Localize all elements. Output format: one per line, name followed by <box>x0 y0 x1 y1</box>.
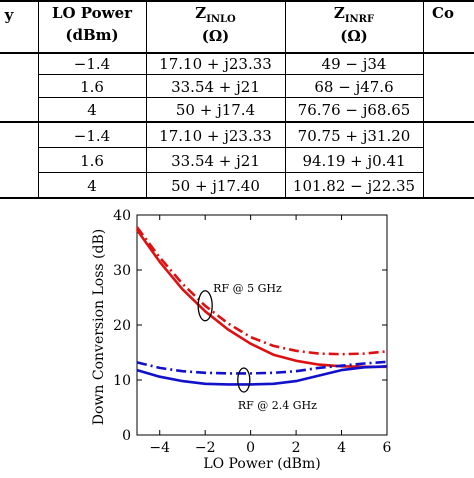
y-tick-label: 10 <box>113 373 131 389</box>
cell-z-inrf: 68 − j47.6 <box>314 78 394 96</box>
series-line-3 <box>136 365 388 386</box>
cell-z-inlo: 17.10 + j23.33 <box>159 55 272 73</box>
column-rule <box>146 0 147 199</box>
y-axis-label: Down Conversion Loss (dB) <box>91 229 107 425</box>
header-col0: y <box>4 6 14 24</box>
cell-lo-power: 4 <box>87 101 97 119</box>
group-rule <box>0 121 474 123</box>
annotation-label-5ghz: RF @ 5 GHz <box>213 282 282 295</box>
header-lo-power-unit: (dBm) <box>65 26 119 44</box>
cell-lo-power: 1.6 <box>80 152 104 170</box>
row-rule <box>38 147 423 148</box>
cell-z-inlo: 50 + j17.4 <box>175 101 256 119</box>
x-axis-label: LO Power (dBm) <box>203 456 320 472</box>
cell-z-inrf: 70.75 + j31.20 <box>297 127 411 145</box>
header-z-inlo-label: ZINLO <box>146 4 285 25</box>
header-z-inlo-unit: (Ω) <box>201 27 230 45</box>
annotation-ellipse <box>197 290 213 322</box>
cell-z-inlo: 17.10 + j23.33 <box>159 127 272 145</box>
row-rule <box>38 172 423 173</box>
y-tick-label: 0 <box>122 428 131 444</box>
cell-z-inrf: 101.82 − j22.35 <box>292 177 416 195</box>
z-subscript: INLO <box>206 14 236 25</box>
x-tick-label: −4 <box>149 440 170 456</box>
table-header-rule <box>0 52 474 54</box>
header-z-inrf-label: ZINRF <box>285 4 423 25</box>
x-tick-label: 4 <box>337 440 346 456</box>
column-rule <box>423 0 424 199</box>
y-tick-label: 30 <box>113 263 131 279</box>
x-tick-label: 6 <box>383 440 392 456</box>
cell-lo-power: −1.4 <box>73 127 111 145</box>
cell-lo-power: 4 <box>87 177 97 195</box>
conversion-loss-figure: −4 −2 0 2 4 6 0 10 20 30 40 RF @ 5 GHz RF @ 2.4 GHz … <box>0 200 474 474</box>
table-bottom-rule <box>0 197 474 199</box>
x-tick-label: 2 <box>292 440 301 456</box>
series-line-4 <box>136 360 388 375</box>
x-tick-label: −2 <box>195 440 216 456</box>
cell-z-inrf: 94.19 + j0.41 <box>302 152 406 170</box>
x-tick-label: 0 <box>246 440 255 456</box>
header-lo-power-label: LO Power <box>51 4 133 22</box>
cell-z-inrf: 76.76 − j68.65 <box>297 101 411 119</box>
cell-z-inrf: 49 − j34 <box>321 55 387 73</box>
row-rule <box>38 97 423 98</box>
cell-z-inlo: 50 + j17.40 <box>171 177 260 195</box>
y-tick-label: 20 <box>113 318 131 334</box>
cell-lo-power: 1.6 <box>80 78 104 96</box>
header-col4: Co <box>432 4 454 22</box>
table-top-rule <box>0 0 474 2</box>
series-line-2 <box>135 226 388 356</box>
cell-z-inlo: 33.54 + j21 <box>171 152 260 170</box>
results-table: y LO Power (dBm) ZINLO (Ω) ZINRF (Ω) Co … <box>0 0 474 200</box>
annotation-label-2-4ghz: RF @ 2.4 GHz <box>238 399 317 412</box>
cell-lo-power: −1.4 <box>73 55 111 73</box>
header-z-inlo: ZINLO (Ω) <box>146 4 285 45</box>
row-rule <box>38 74 423 75</box>
annotation-ellipse <box>237 367 251 393</box>
column-rule <box>38 0 39 199</box>
series-line-1 <box>135 229 387 369</box>
header-z-inrf-unit: (Ω) <box>340 27 368 45</box>
z-subscript: INRF <box>344 14 375 25</box>
y-tick-label: 40 <box>113 208 131 224</box>
column-rule <box>285 0 286 199</box>
z-symbol: Z <box>333 4 345 22</box>
header-z-inrf: ZINRF (Ω) <box>285 4 423 45</box>
header-lo-power: LO Power (dBm) <box>38 4 146 44</box>
z-symbol: Z <box>195 4 207 22</box>
cell-z-inlo: 33.54 + j21 <box>171 78 260 96</box>
